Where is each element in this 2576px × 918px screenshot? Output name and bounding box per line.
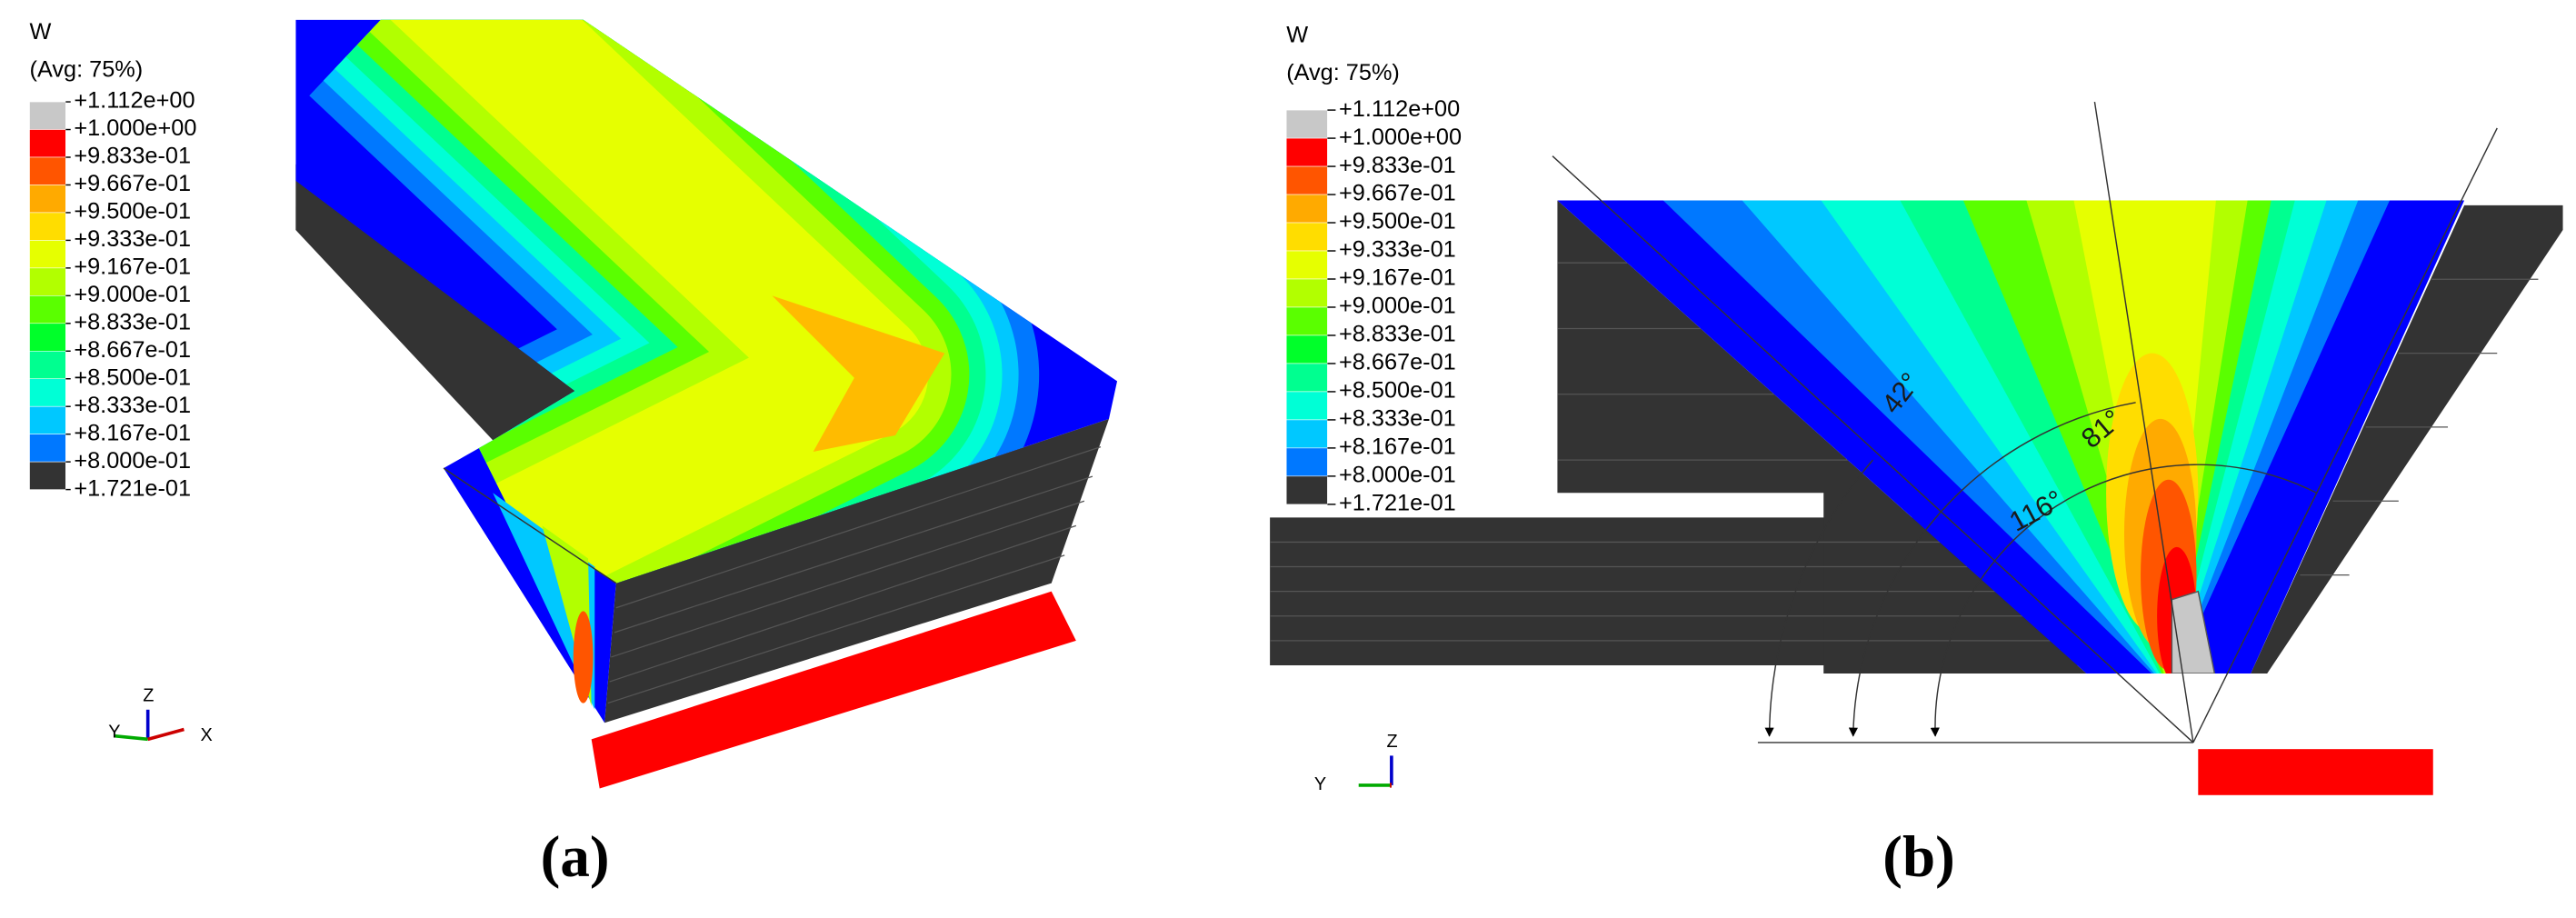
caption: (b) bbox=[1882, 824, 1955, 890]
legend-swatch bbox=[1285, 250, 1328, 280]
legend-subtitle: (Avg: 75%) bbox=[30, 56, 144, 82]
legend-swatch bbox=[1285, 419, 1328, 449]
legend-label: +9.333e-01 bbox=[74, 226, 191, 252]
legend-label: +1.112e+00 bbox=[74, 88, 195, 114]
legend-swatch bbox=[29, 212, 66, 241]
legend-label: +1.000e+00 bbox=[1339, 125, 1462, 150]
legend-swatch bbox=[29, 267, 66, 296]
legend-swatch bbox=[1285, 334, 1328, 364]
angle-lines bbox=[1552, 101, 2498, 743]
side-face bbox=[295, 164, 575, 441]
legend-label: +9.833e-01 bbox=[74, 144, 191, 169]
legend-swatch bbox=[1285, 475, 1328, 505]
legend-swatch bbox=[1285, 194, 1328, 224]
legend-label: +8.667e-01 bbox=[1339, 350, 1456, 375]
legend-label: +8.500e-01 bbox=[74, 364, 191, 390]
legend-swatch bbox=[29, 350, 66, 380]
legend-swatch bbox=[1285, 306, 1328, 336]
legend-label: +8.833e-01 bbox=[74, 309, 191, 334]
legend-label: +8.333e-01 bbox=[1339, 406, 1456, 432]
legend-swatch bbox=[29, 101, 66, 130]
legend-label: +8.833e-01 bbox=[1339, 322, 1456, 347]
legend-swatch bbox=[29, 295, 66, 324]
axis-x bbox=[147, 727, 185, 742]
legend-swatch bbox=[1285, 278, 1328, 308]
legend-swatch bbox=[1285, 109, 1328, 139]
legend-swatch bbox=[1285, 447, 1328, 477]
legend-swatch bbox=[29, 378, 66, 407]
legend-label: +1.000e+00 bbox=[74, 115, 196, 141]
legend-swatch bbox=[1285, 137, 1328, 167]
axis-label: X bbox=[201, 725, 213, 745]
legend-label: +1.721e-01 bbox=[1339, 491, 1456, 516]
legend-label: +9.667e-01 bbox=[1339, 181, 1456, 206]
legend-title: W bbox=[1286, 22, 1308, 47]
legend-swatch bbox=[1285, 391, 1328, 421]
legend-label: +9.167e-01 bbox=[74, 254, 191, 280]
legend-label: +8.333e-01 bbox=[74, 393, 191, 418]
edge bbox=[443, 467, 617, 584]
legend-label: +8.500e-01 bbox=[1339, 378, 1456, 404]
axis-label: Z bbox=[143, 686, 154, 706]
contour-front bbox=[573, 611, 594, 703]
front-face bbox=[604, 418, 1109, 723]
mesh-lines bbox=[607, 446, 1102, 704]
legend-swatch bbox=[29, 323, 66, 352]
legend-label: +8.667e-01 bbox=[74, 337, 191, 363]
caption: (a) bbox=[541, 824, 610, 890]
legend-label: +9.167e-01 bbox=[1339, 265, 1456, 291]
legend-swatch bbox=[1285, 165, 1328, 195]
legend-swatch bbox=[1285, 363, 1328, 393]
legend-swatch bbox=[29, 405, 66, 434]
legend-title: W bbox=[30, 19, 52, 45]
legend-swatch bbox=[29, 156, 66, 185]
figure-content: W(Avg: 75%)+1.112e+00+1.000e+00+9.833e-0… bbox=[29, 19, 2563, 890]
legend-label: +9.333e-01 bbox=[1339, 237, 1456, 263]
legend-label: +9.833e-01 bbox=[1339, 153, 1456, 178]
legend-subtitle: (Avg: 75%) bbox=[1286, 60, 1400, 85]
legend-label: +8.167e-01 bbox=[74, 420, 191, 445]
axis-label: Y bbox=[1314, 774, 1326, 794]
legend-label: +1.112e+00 bbox=[1339, 96, 1460, 122]
legend-label: +9.667e-01 bbox=[74, 171, 191, 196]
legend-swatch bbox=[29, 129, 66, 158]
legend-swatch bbox=[29, 461, 66, 490]
legend-label: +8.000e-01 bbox=[1339, 463, 1456, 488]
legend-label: +9.500e-01 bbox=[74, 199, 191, 225]
contour-fan bbox=[1557, 200, 2465, 674]
load-plate bbox=[591, 591, 1076, 789]
legend-swatch bbox=[1285, 222, 1328, 252]
legend-swatch bbox=[29, 185, 66, 214]
axis-label: Z bbox=[1386, 732, 1397, 752]
legend-label: +8.000e-01 bbox=[74, 448, 191, 474]
legend-label: +1.721e-01 bbox=[74, 475, 191, 501]
legend-label: +8.167e-01 bbox=[1339, 434, 1456, 460]
contour-front bbox=[493, 493, 595, 710]
legend-swatch bbox=[29, 434, 66, 463]
legend-label: +9.000e-01 bbox=[74, 282, 191, 307]
load-plate bbox=[2198, 749, 2433, 795]
axis-label: Y bbox=[108, 722, 120, 742]
legend-label: +9.500e-01 bbox=[1339, 209, 1456, 234]
axis-y bbox=[115, 733, 148, 742]
legend-swatch bbox=[29, 240, 66, 269]
mesh-block bbox=[2251, 205, 2563, 674]
legend-label: +9.000e-01 bbox=[1339, 294, 1456, 319]
